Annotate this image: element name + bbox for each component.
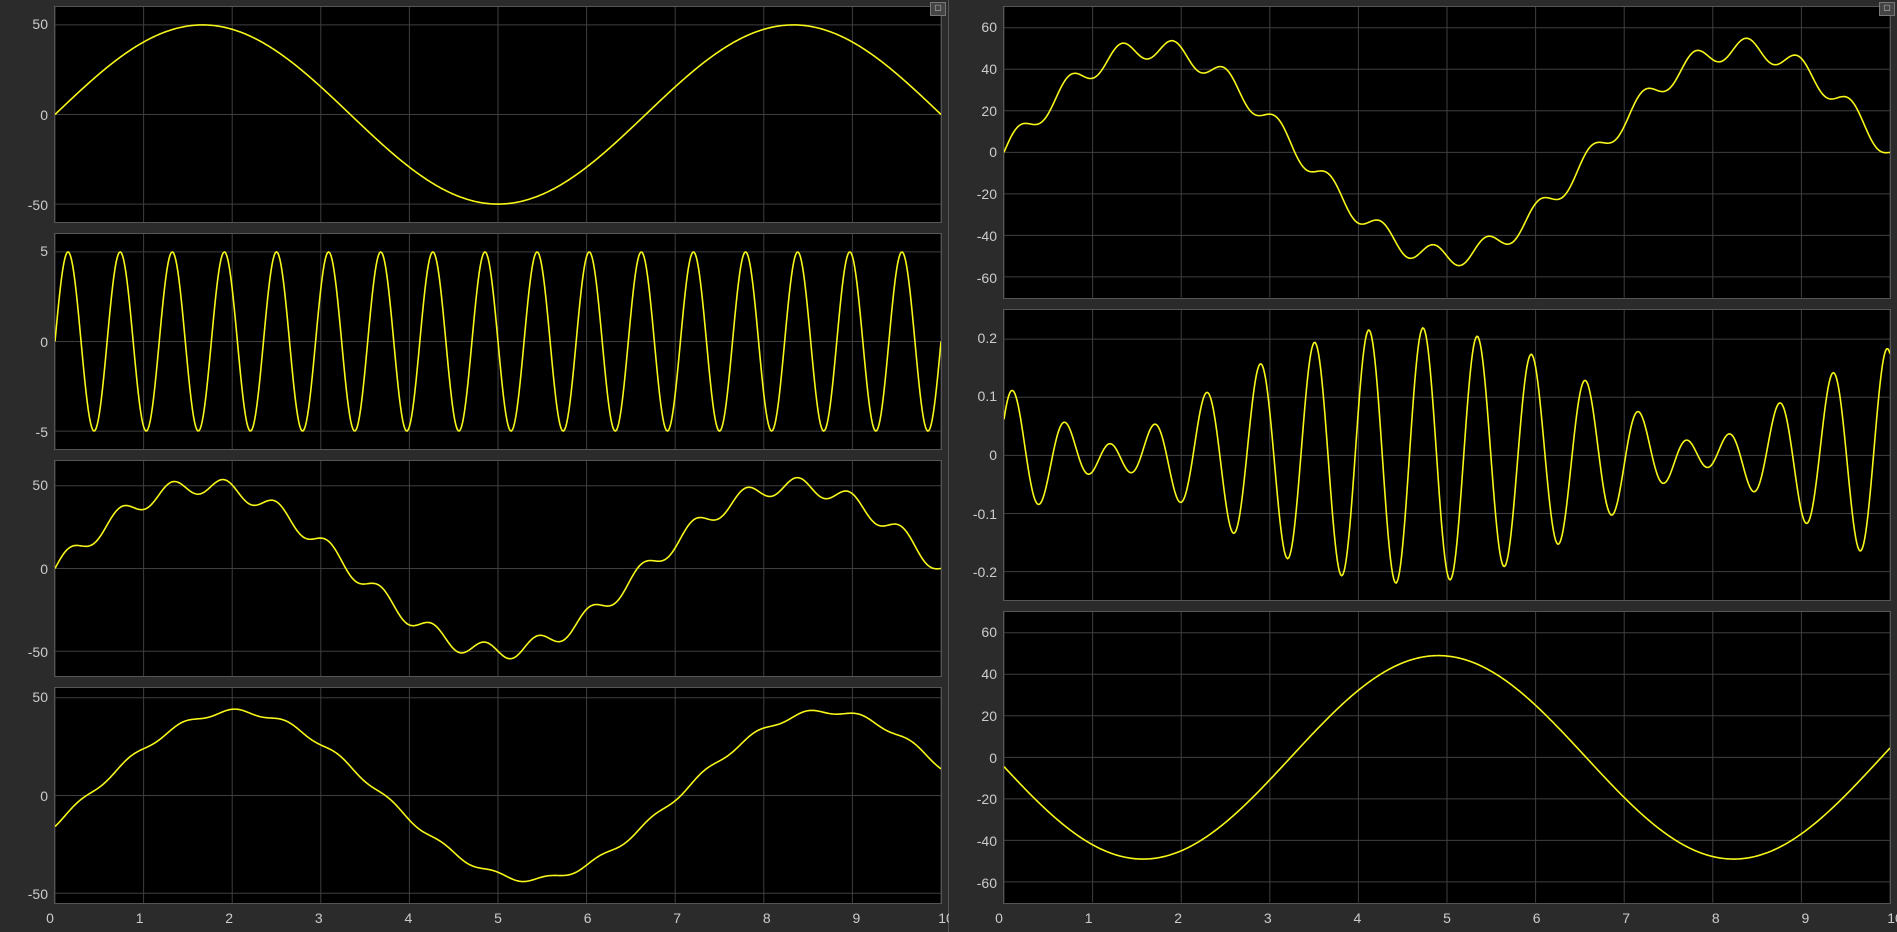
yaxis-labels: -50 0 50 [6,460,54,677]
ytick-label: 20 [981,103,997,119]
xtick-label: 10 [1887,910,1897,926]
xtick-label: 4 [404,910,412,926]
xtick-label: 1 [136,910,144,926]
ytick-label: -40 [977,833,997,849]
yaxis-labels: -50 0 50 [6,687,54,904]
ytick-label: -5 [36,424,48,440]
ytick-label: 50 [32,16,48,32]
ytick-label: -60 [977,270,997,286]
yaxis-labels: -5 0 5 [6,233,54,450]
yaxis-labels: -60 -40 -20 0 20 40 60 [955,611,1003,904]
axes-high-freq-error: -0.2 -0.1 0 0.1 0.2 [955,309,1891,602]
axes-stack-right: -60 -40 -20 0 20 40 60 -0.2 -0.1 0 0.1 0.2 -60 -40 -20… [951,2,1895,908]
yaxis-labels: -60 -40 -20 0 20 40 60 [955,6,1003,299]
xtick-label: 7 [673,910,681,926]
ytick-label: 0.2 [978,330,997,346]
scope-window-left: ▢ -50050-505-50050-50050 012345678910 [0,0,949,932]
ytick-label: -40 [977,228,997,244]
ytick-label: -50 [28,886,48,902]
ytick-label: 40 [981,666,997,682]
xtick-label: 8 [763,910,771,926]
xtick-label: 3 [315,910,323,926]
yaxis-labels: -50 0 50 [6,6,54,223]
xtick-label: 9 [1801,910,1809,926]
restore-window-icon[interactable]: ▢ [930,2,946,16]
xtick-label: 3 [1264,910,1272,926]
ytick-label: 20 [981,708,997,724]
ytick-label: -50 [28,644,48,660]
ytick-label: -0.1 [973,506,997,522]
xtick-label: 0 [46,910,54,926]
ytick-label: 0 [40,561,48,577]
ytick-label: 0 [989,447,997,463]
xtick-label: 5 [494,910,502,926]
plot-area[interactable] [1003,309,1891,602]
plot-area[interactable] [54,6,942,223]
scope-pair: ▢ -50050-505-50050-50050 012345678910 ▢ … [0,0,1897,932]
ytick-label: 0 [40,788,48,804]
xaxis-labels-row-right: 0 1 2 3 4 5 6 7 8 9 10 [951,908,1895,930]
axes-sum-50-5: -50 0 50 [6,460,942,677]
plot-area[interactable] [54,233,942,450]
ytick-label: 50 [32,477,48,493]
plot-area[interactable] [54,460,942,677]
axes-sine-50: -50 0 50 [6,6,942,223]
xtick-label: 5 [1443,910,1451,926]
xtick-label: 0 [995,910,1003,926]
axes-sine-5-fast: -5 0 5 [6,233,942,450]
ytick-label: 5 [40,243,48,259]
xtick-label: 8 [1712,910,1720,926]
xtick-label: 2 [1174,910,1182,926]
xtick-label: 4 [1353,910,1361,926]
ytick-label: -50 [28,197,48,213]
plot-area[interactable] [1003,611,1891,904]
yaxis-labels: -0.2 -0.1 0 0.1 0.2 [955,309,1003,602]
xtick-label: 2 [225,910,233,926]
ytick-label: -20 [977,186,997,202]
restore-window-icon[interactable]: ▢ [1879,2,1895,16]
axes-filtered-sum: -50 0 50 [6,687,942,904]
ytick-label: 60 [981,624,997,640]
ytick-label: -0.2 [973,564,997,580]
ytick-label: 0 [989,144,997,160]
axes-combined-input: -60 -40 -20 0 20 40 60 [955,6,1891,299]
xtick-label: 9 [852,910,860,926]
ytick-label: -20 [977,791,997,807]
ytick-label: 0 [40,107,48,123]
plot-area[interactable] [1003,6,1891,299]
xtick-label: 7 [1622,910,1630,926]
xtick-label: 6 [1533,910,1541,926]
xtick-label: 1 [1085,910,1093,926]
xaxis-labels-right: 012345678910 [999,908,1895,930]
ytick-label: 0.1 [978,388,997,404]
axes-recovered-fundamental: -60 -40 -20 0 20 40 60 [955,611,1891,904]
ytick-label: 0 [40,334,48,350]
ytick-label: 40 [981,61,997,77]
axes-stack-left: -50050-505-50050-50050 [2,2,946,908]
ytick-label: -60 [977,875,997,891]
xaxis-labels-row-left: 012345678910 [2,908,946,930]
ytick-label: 0 [989,750,997,766]
ytick-label: 50 [32,689,48,705]
scope-window-right: ▢ -60-40-200204060-0.2-0.100.10.2-60-40-… [949,0,1897,932]
ytick-label: 60 [981,19,997,35]
xaxis-labels-left: 012345678910 [50,908,946,930]
plot-area[interactable] [54,687,942,904]
xtick-label: 6 [584,910,592,926]
